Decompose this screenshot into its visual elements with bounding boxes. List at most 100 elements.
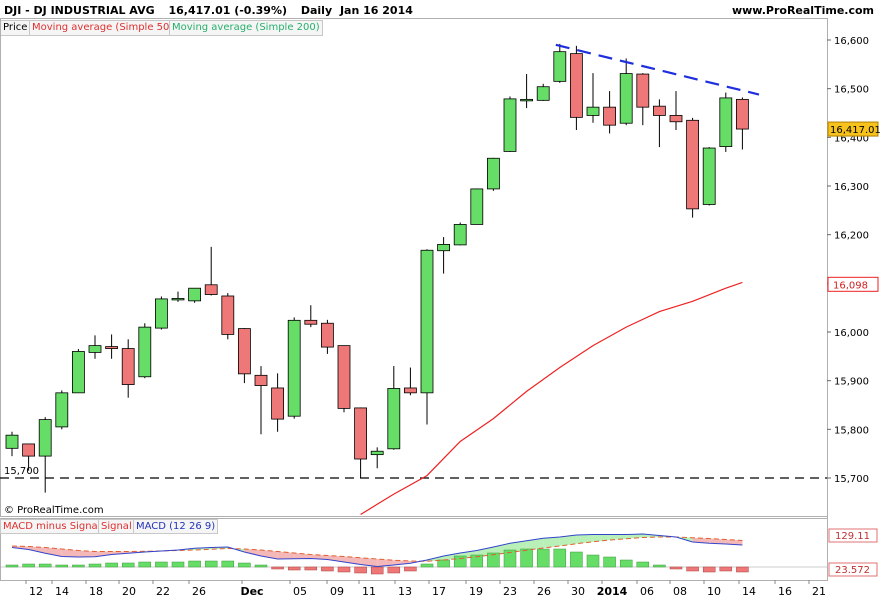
candle-body-up <box>188 287 202 302</box>
candle <box>669 91 683 131</box>
candle-body-down <box>570 53 583 118</box>
macd-histogram-bar <box>204 560 218 568</box>
candle <box>653 99 666 148</box>
candle-body-up <box>553 51 567 82</box>
macd-fill-segment <box>609 534 627 540</box>
resistance-trendline <box>555 43 760 96</box>
macd-fill-segment <box>28 546 46 554</box>
candle <box>55 390 69 430</box>
candle-body-up <box>536 86 550 101</box>
macd-label-1: 129.11 <box>835 531 870 542</box>
macd-histogram-bar <box>736 566 749 573</box>
ma-line-group <box>360 281 743 516</box>
price-panel-frame <box>0 18 828 517</box>
macd-histogram-bar <box>121 562 135 568</box>
macd-fill-segment <box>559 535 577 546</box>
candle <box>105 334 118 359</box>
candle-body-up <box>619 73 633 124</box>
macd-histogram-bar <box>404 566 417 572</box>
candle <box>254 366 268 435</box>
macd-histogram-bar <box>254 564 268 568</box>
y-tick-label: 16,200 <box>834 231 869 242</box>
macd-histogram-bar <box>22 563 35 568</box>
candle <box>719 92 733 152</box>
candle-body-down <box>354 407 368 460</box>
candle <box>636 73 650 126</box>
macd-fill-segment <box>277 551 295 559</box>
candle <box>603 91 616 134</box>
macd-histogram-bar <box>221 560 235 568</box>
candle-body-down <box>337 345 351 409</box>
candle <box>171 291 185 302</box>
candle-body-up <box>453 224 467 246</box>
macd-histogram-bar <box>38 563 52 568</box>
x-axis: 12 14 18 20 22 26 Dec 05 09 11 13 17 19 23 26 30 2014 06 0… <box>25 580 826 598</box>
candle <box>553 43 567 83</box>
x-tick-label: 17 <box>432 585 446 598</box>
macd-histogram-bar <box>287 566 301 571</box>
candle-body-down <box>271 387 285 420</box>
price-labels: 16,417.01 16,098 <box>827 121 880 292</box>
candle <box>437 237 451 274</box>
macd-fill-segment <box>61 549 79 557</box>
macd-histogram-bar <box>354 566 367 574</box>
x-tick-label: 26 <box>537 585 551 598</box>
macd-line-legend-tab[interactable]: MACD (12 26 9) <box>133 519 219 534</box>
candle <box>121 339 135 398</box>
y-tick-label: 16,300 <box>834 182 869 193</box>
candle <box>403 367 417 396</box>
candle <box>686 117 699 218</box>
macd-histogram-bar <box>105 562 118 568</box>
candle-body-up <box>38 419 52 457</box>
candle-body-down <box>403 387 417 394</box>
candle-body-down <box>254 374 268 386</box>
candle <box>736 97 749 150</box>
macd-histogram-bar <box>370 566 384 575</box>
horizontal-line-15700: 15,700 <box>0 466 827 479</box>
ma-label-box <box>827 276 879 292</box>
x-tick-label: 23 <box>503 585 517 598</box>
candle-body-down <box>304 319 318 325</box>
candle-body-up <box>503 98 517 152</box>
candle-body-up <box>171 298 185 301</box>
ma-label: 16,098 <box>833 280 868 291</box>
macd-panel <box>0 533 827 575</box>
x-tick-label: 20 <box>122 585 136 598</box>
candle <box>470 188 484 225</box>
macd-histogram-bar <box>603 556 616 568</box>
macd-fill-segment <box>725 539 743 545</box>
x-tick-label: 14 <box>55 585 69 598</box>
candles <box>5 43 749 493</box>
x-tick-label: 05 <box>293 585 307 598</box>
y-tick-label: 15,800 <box>834 425 869 436</box>
y-tick-label: 16,400 <box>834 133 869 144</box>
macd-histogram-bar <box>88 563 102 568</box>
candle-body-up <box>437 243 451 252</box>
x-tick-label: 30 <box>571 585 585 598</box>
ma200-legend-tab[interactable]: Moving average (Simple 200) <box>169 20 323 36</box>
candle <box>188 287 202 303</box>
x-tick-label: Dec <box>240 585 263 598</box>
hline-label: 15,700 <box>4 466 39 477</box>
candle-body-down <box>603 106 616 126</box>
y-tick-label: 16,000 <box>834 328 869 339</box>
candle <box>370 447 384 469</box>
candle <box>337 345 351 413</box>
candle-body-up <box>702 147 716 205</box>
macd-histogram-bar <box>5 564 19 568</box>
macd-fill-segment <box>393 560 411 565</box>
candle <box>570 45 583 131</box>
macd-label-box-1 <box>828 528 878 543</box>
candle-body-down <box>22 443 36 457</box>
y-axis: 16,60016,50016,40016,30016,20016,10016,0… <box>827 36 869 485</box>
candle <box>520 74 533 109</box>
candle <box>586 73 600 123</box>
macd-histogram-bar <box>520 548 533 568</box>
candle-body-down <box>237 328 251 375</box>
macd-hist-legend-tab[interactable]: MACD minus Signal <box>0 519 104 534</box>
candle-body-down <box>204 284 218 295</box>
candle <box>420 249 434 425</box>
macd-fill-segment <box>244 549 261 556</box>
candle-body-down <box>736 98 749 130</box>
macd-signal-legend-tab[interactable]: Signal <box>98 519 135 534</box>
